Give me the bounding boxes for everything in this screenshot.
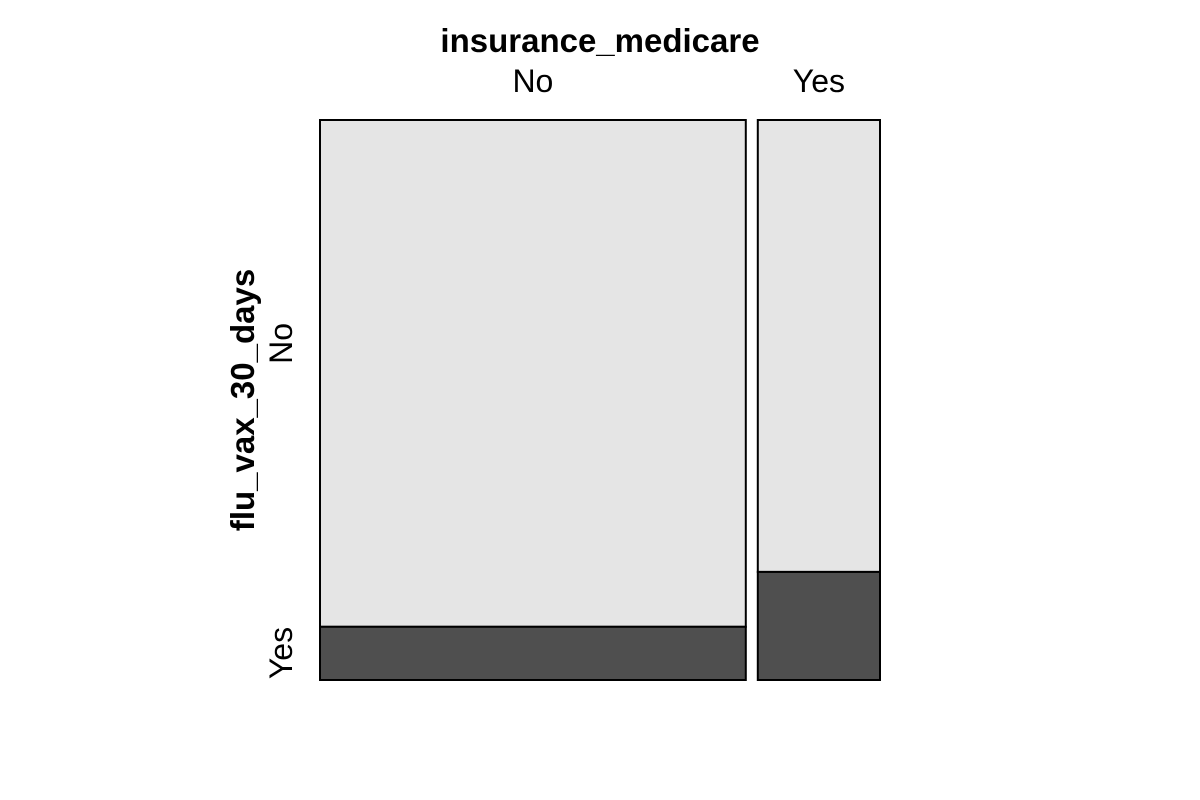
tile-x-no-y-no xyxy=(319,119,747,628)
x-level-label-yes: Yes xyxy=(793,63,845,99)
tile-x-yes-y-yes xyxy=(756,570,882,681)
y-variable-title: flu_vax_30_days xyxy=(224,269,261,531)
tile-x-yes-y-no xyxy=(756,119,882,573)
x-level-labels: No Yes xyxy=(512,63,845,99)
mosaic-tiles xyxy=(319,119,882,681)
x-variable-title: insurance_medicare xyxy=(440,22,759,59)
y-level-labels: No Yes xyxy=(263,323,299,679)
y-level-label-no: No xyxy=(263,323,299,364)
y-level-label-yes: Yes xyxy=(263,627,299,679)
x-level-label-no: No xyxy=(512,63,553,99)
tile-x-no-y-yes xyxy=(319,625,747,681)
